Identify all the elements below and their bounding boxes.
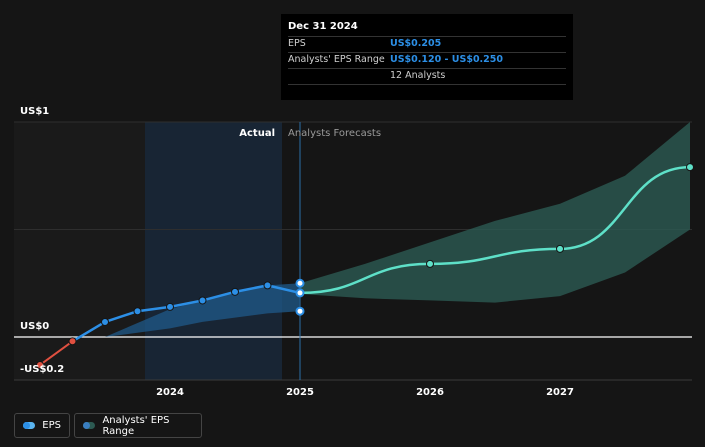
y-tick-label-top: US$1 <box>20 106 50 117</box>
x-tick-label: 2024 <box>156 387 184 398</box>
x-tick-label: 2026 <box>416 387 444 398</box>
tooltip-date: Dec 31 2024 <box>288 21 358 32</box>
tooltip-eps-label: EPS <box>288 38 306 49</box>
forecast-line <box>299 165 691 295</box>
eps-point <box>198 296 207 305</box>
y-tick-label-bottom: -US$0.2 <box>20 364 65 375</box>
range-marker-point <box>295 306 305 316</box>
eps-range-band-forecast <box>300 122 690 303</box>
tooltip-eps-row: EPS US$0.205 <box>288 36 566 52</box>
y-tick-label-zero: US$0 <box>20 321 50 332</box>
tooltip-analysts-row: 12 Analysts <box>288 68 566 85</box>
tooltip-range-value: US$0.120 - US$0.250 <box>390 54 503 65</box>
actual-label: Actual <box>239 128 275 139</box>
actual-highlight <box>145 122 282 380</box>
range-legend-icon <box>83 422 96 429</box>
legend-eps-button[interactable]: EPS <box>14 413 70 438</box>
tooltip-range-label: Analysts' EPS Range <box>288 54 385 65</box>
eps-range-band-historical <box>105 283 300 337</box>
forecast-label: Analysts Forecasts <box>288 128 381 139</box>
eps-point <box>231 287 239 296</box>
legend-range-button[interactable]: Analysts' EPS Range <box>74 413 202 438</box>
eps-point <box>101 317 109 326</box>
tooltip-range-row: Analysts' EPS Range US$0.120 - US$0.250 <box>288 52 566 68</box>
x-tick-label: 2025 <box>286 387 314 398</box>
eps-point <box>133 307 142 316</box>
range-marker-point <box>295 288 305 298</box>
range-marker-point <box>295 278 305 288</box>
tooltip-eps-value: US$0.205 <box>390 38 442 49</box>
forecast-point <box>426 259 434 268</box>
x-tick-label: 2027 <box>546 387 574 398</box>
eps-point <box>263 281 272 290</box>
eps-point <box>36 360 44 369</box>
tooltip: Dec 31 2024 EPS US$0.205 Analysts' EPS R… <box>281 14 573 100</box>
legend-range-label: Analysts' EPS Range <box>102 414 170 437</box>
legend-eps-label: EPS <box>42 420 61 431</box>
eps-legend-icon <box>23 422 36 429</box>
forecast-point <box>556 244 564 253</box>
eps-point <box>166 302 174 311</box>
eps-point <box>68 337 77 346</box>
tooltip-analysts-count: 12 Analysts <box>390 70 446 81</box>
forecast-point <box>686 163 694 172</box>
eps-line <box>71 284 301 343</box>
